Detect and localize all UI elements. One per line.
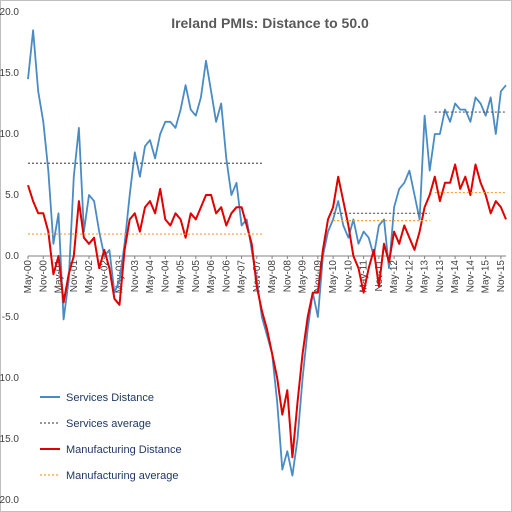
x-tick-label: Nov-06 bbox=[221, 260, 232, 293]
x-tick-label: May-09 bbox=[298, 260, 309, 294]
x-tick-label: Nov-12 bbox=[404, 260, 415, 293]
x-tick-label: Nov-13 bbox=[435, 260, 446, 293]
y-tick-label: 10.0 bbox=[0, 129, 19, 140]
x-tick-label: Nov-00 bbox=[38, 260, 49, 293]
manufacturing-distance-line bbox=[27, 163, 507, 459]
x-tick-label: May-04 bbox=[145, 260, 156, 294]
y-axis: 20.0 15.0 10.0 5.0 0.0 -5.0 -10.0 -15.0 -20.0 bbox=[0, 7, 19, 506]
x-tick-label: May-01 bbox=[54, 260, 65, 294]
y-tick-label: 15.0 bbox=[0, 68, 19, 79]
x-tick-label: May-11 bbox=[359, 260, 370, 293]
x-tick-label: Nov-02 bbox=[99, 260, 110, 293]
y-tick-label: -15.0 bbox=[0, 434, 19, 445]
y-tick-label: 0.0 bbox=[5, 251, 19, 262]
legend-label-services-average: Services average bbox=[66, 418, 151, 430]
x-tick-label: Nov-03 bbox=[130, 260, 141, 293]
services-distance-line bbox=[27, 29, 507, 477]
x-tick-label: Nov-07 bbox=[252, 260, 263, 293]
plot-lines bbox=[27, 29, 507, 477]
x-tick-label: May-06 bbox=[206, 260, 217, 294]
x-tick-label: May-12 bbox=[389, 260, 400, 294]
y-tick-label: -10.0 bbox=[0, 373, 19, 384]
x-tick-label: May-00 bbox=[23, 260, 34, 294]
chart-title: Ireland PMIs: Distance to 50.0 bbox=[171, 15, 369, 31]
y-tick-label: 5.0 bbox=[5, 190, 19, 201]
x-axis: May-00 Nov-00 May-01 Nov-01 May-02 Nov-02 May-… bbox=[23, 255, 507, 294]
x-tick-label: May-05 bbox=[176, 260, 187, 294]
x-tick-label: May-15 bbox=[481, 260, 492, 294]
legend-label-services: Services Distance bbox=[66, 392, 154, 404]
legend-label-manufacturing: Manufacturing Distance bbox=[66, 444, 182, 456]
x-tick-label: Nov-01 bbox=[69, 260, 80, 293]
y-tick-label: -5.0 bbox=[2, 312, 20, 323]
y-tick-label: -20.0 bbox=[0, 495, 19, 506]
x-tick-label: Nov-14 bbox=[465, 260, 476, 293]
x-tick-label: May-07 bbox=[237, 260, 248, 294]
x-tick-label: Nov-15 bbox=[496, 260, 507, 293]
x-tick-label: Nov-10 bbox=[343, 260, 354, 293]
x-tick-label: Nov-08 bbox=[282, 260, 293, 293]
x-tick-label: May-08 bbox=[267, 260, 278, 294]
x-tick-label: Nov-04 bbox=[160, 260, 171, 293]
x-tick-label: May-10 bbox=[328, 260, 339, 294]
x-tick-label: May-13 bbox=[420, 260, 431, 294]
x-tick-label: May-02 bbox=[84, 260, 95, 294]
legend-label-manufacturing-average: Manufacturing average bbox=[66, 470, 179, 482]
legend: Services Distance Services average Manuf… bbox=[40, 392, 182, 482]
x-tick-label: May-14 bbox=[450, 260, 461, 294]
x-tick-label: Nov-09 bbox=[313, 260, 324, 293]
x-tick-label: Nov-05 bbox=[191, 260, 202, 293]
y-tick-label: 20.0 bbox=[0, 7, 19, 18]
